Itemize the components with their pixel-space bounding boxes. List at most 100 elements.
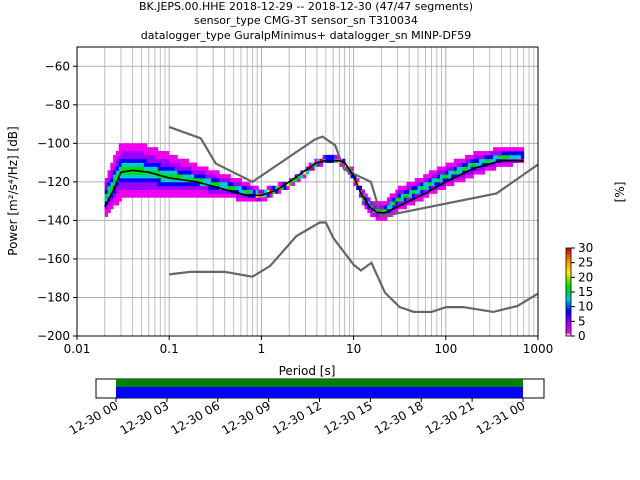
density-cell — [132, 143, 136, 148]
density-cell — [104, 208, 108, 214]
density-cell — [208, 189, 212, 194]
density-cell — [143, 143, 148, 148]
density-cell — [143, 185, 148, 190]
density-cell — [470, 154, 474, 160]
density-cell — [222, 178, 226, 183]
density-cell — [129, 151, 134, 156]
density-cell — [249, 185, 254, 190]
density-cell — [437, 166, 441, 171]
density-cell — [403, 204, 407, 210]
density-cell — [205, 185, 209, 190]
density-cell — [194, 193, 198, 198]
density-cell — [370, 201, 374, 206]
density-cell — [451, 170, 455, 175]
density-cell — [381, 212, 385, 217]
density-cell — [166, 178, 170, 183]
density-cell — [157, 181, 162, 187]
x-tick-label: 10 — [346, 342, 361, 356]
density-cell — [219, 193, 223, 198]
x-ticks: 0.01 0.1 1 10 100 1000 — [64, 336, 553, 356]
density-cell — [132, 181, 136, 187]
density-cell — [520, 154, 525, 160]
density-cell — [107, 193, 111, 198]
density-cell — [423, 178, 427, 183]
density-cell — [182, 185, 187, 190]
x-tick-label: 0.01 — [64, 342, 91, 356]
density-cell — [146, 185, 150, 190]
density-cell — [124, 147, 128, 152]
density-cell — [168, 170, 173, 175]
density-cell — [104, 212, 108, 217]
density-cell — [406, 181, 410, 187]
density-cell — [484, 154, 488, 160]
density-cell — [138, 154, 142, 160]
density-cell — [398, 185, 402, 190]
density-cell — [286, 181, 290, 187]
density-cell — [182, 170, 187, 175]
density-cell — [448, 166, 452, 171]
density-cell — [456, 178, 460, 183]
density-cell — [358, 193, 363, 198]
density-cell — [180, 193, 184, 198]
density-cell — [124, 166, 128, 171]
density-cell — [135, 143, 139, 148]
density-cell — [177, 189, 181, 194]
density-cell — [501, 151, 505, 156]
density-cell — [104, 204, 108, 210]
density-cell — [230, 181, 234, 187]
density-cell — [266, 185, 270, 190]
density-cell — [121, 158, 125, 163]
density-cell — [129, 185, 134, 190]
high-noise-model-line — [168, 125, 539, 218]
density-cell — [168, 181, 173, 187]
density-cell — [188, 166, 192, 171]
density-cell — [124, 151, 128, 156]
density-cell — [118, 181, 122, 187]
density-cell — [263, 193, 268, 198]
density-cell — [199, 189, 203, 194]
colorbar-tick-label: 20 — [578, 270, 593, 284]
density-cell — [107, 178, 111, 183]
density-cell — [434, 189, 438, 194]
density-cell — [115, 185, 120, 190]
density-cell — [423, 189, 427, 194]
density-cell — [487, 166, 491, 171]
density-cell — [490, 154, 494, 160]
density-cell — [414, 197, 418, 202]
density-cell — [188, 181, 192, 187]
density-cell — [367, 201, 371, 206]
density-cell — [213, 181, 217, 187]
density-cell — [174, 178, 178, 183]
density-cell — [141, 174, 145, 179]
density-cell — [110, 197, 114, 202]
density-cell — [467, 158, 472, 163]
density-cell — [132, 162, 136, 167]
density-cell — [132, 154, 136, 160]
density-cell — [118, 151, 122, 156]
density-cell — [143, 147, 148, 152]
density-cell — [361, 193, 365, 198]
density-cell — [138, 151, 142, 156]
density-cell — [375, 216, 379, 221]
density-cell — [322, 154, 326, 160]
density-cell — [445, 162, 449, 167]
density-cell — [286, 185, 290, 190]
density-cell — [319, 162, 324, 167]
density-cell — [266, 193, 270, 198]
density-cell — [453, 158, 458, 163]
density-cell — [115, 197, 120, 202]
density-cell — [487, 151, 491, 156]
density-cell — [423, 181, 427, 187]
density-cell — [244, 185, 248, 190]
density-cell — [115, 170, 120, 175]
density-cell — [395, 197, 399, 202]
density-cell — [177, 193, 181, 198]
density-cell — [124, 185, 128, 190]
density-cell — [476, 166, 480, 171]
density-cell — [174, 170, 178, 175]
density-cell — [249, 189, 254, 194]
density-cell — [479, 166, 483, 171]
density-cell — [459, 162, 463, 167]
density-cell — [375, 208, 379, 214]
density-cell — [180, 166, 184, 171]
